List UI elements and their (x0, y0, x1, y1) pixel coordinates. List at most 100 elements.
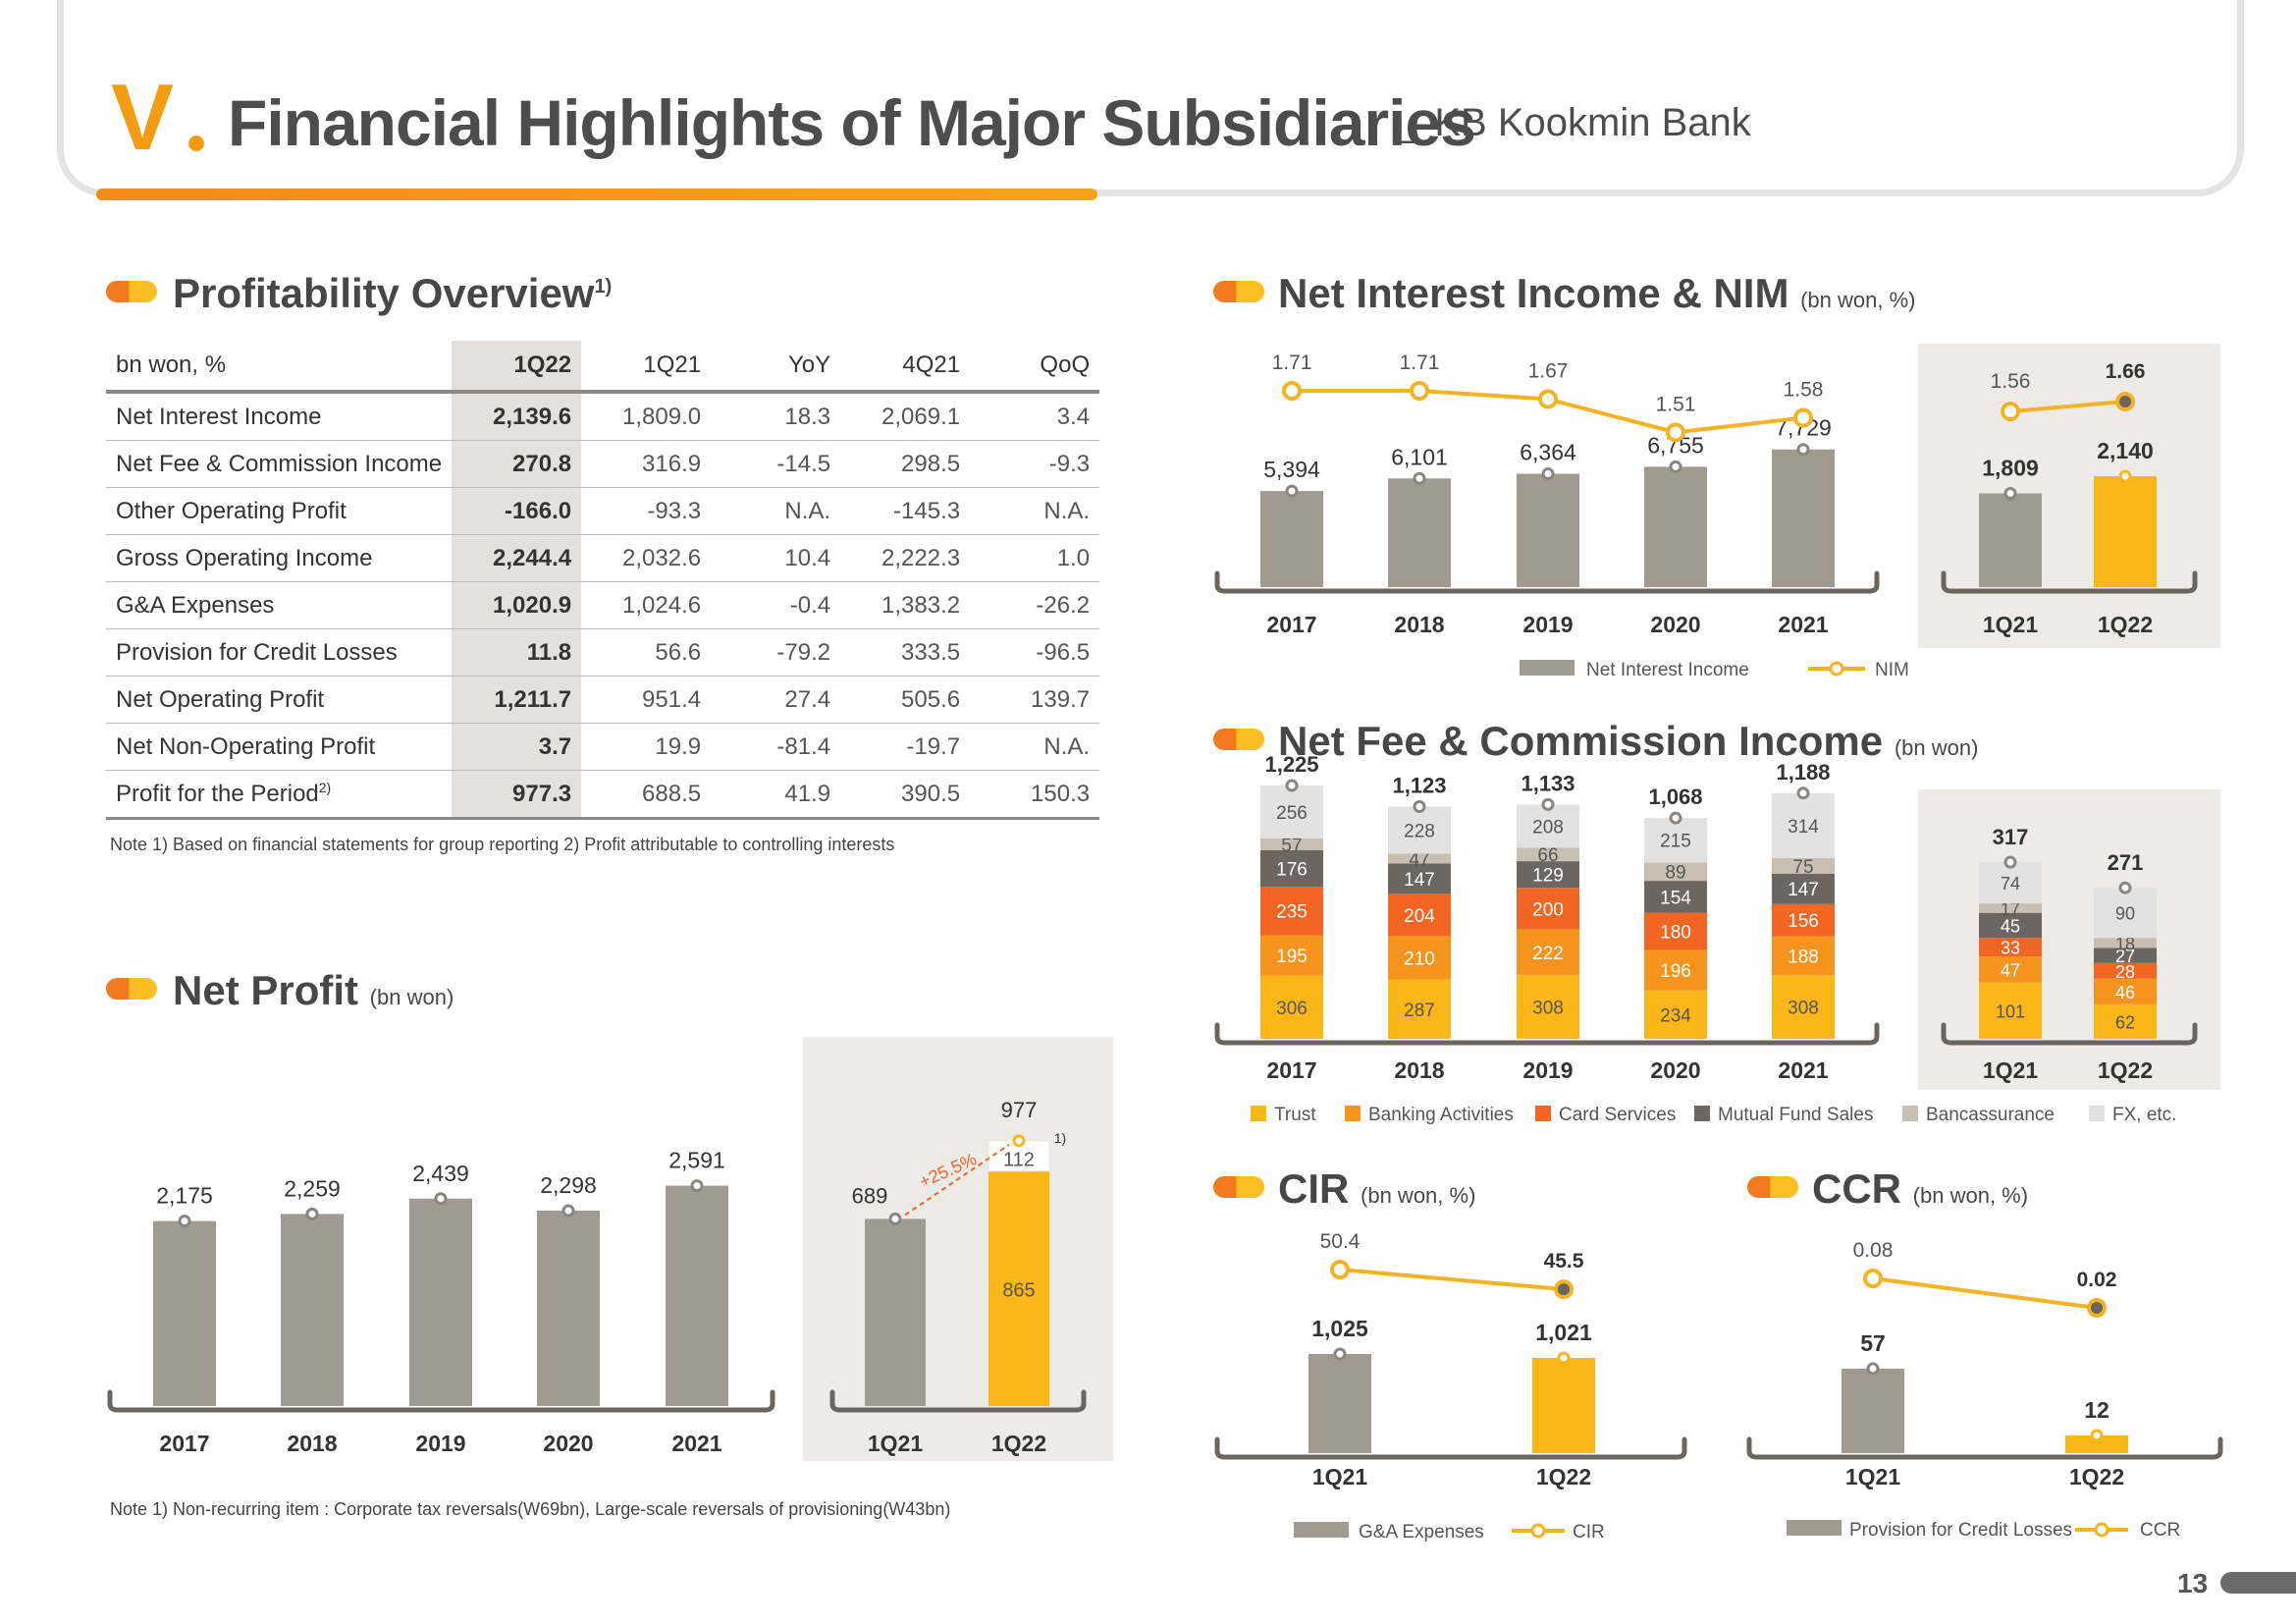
cir-title-text: CIR (1278, 1165, 1350, 1212)
table-header-cell: YoY (711, 341, 841, 394)
line-point (1554, 1279, 1574, 1300)
table-cell: 688.5 (581, 770, 712, 820)
table-cell: -19.7 (840, 723, 971, 771)
tick-label: 2018 (1394, 1057, 1444, 1083)
row-label: G&A Expenses (106, 581, 453, 629)
tick-label: 1Q21 (1983, 1057, 2038, 1083)
legend-swatch (1694, 1106, 1710, 1121)
cir-line (1339, 1268, 1565, 1292)
legend-label: G&A Expenses (1359, 1522, 1484, 1543)
bar-segment (1388, 806, 1451, 854)
line-point (1410, 381, 1429, 401)
tick-label: 1Q22 (2069, 1464, 2124, 1489)
page-number-tab (2220, 1572, 2296, 1594)
segment-label: 314 (1788, 817, 1819, 838)
table-row: G&A Expenses 1,020.9 1,024.6 -0.4 1,383.2 -26… (106, 581, 1100, 629)
nii-quarter-panel (1918, 344, 2220, 648)
table-row: Net Interest Income 2,139.6 1,809.0 18.3 2,0… (106, 392, 1100, 441)
ccr-unit: (bn won, %) (1912, 1183, 2029, 1208)
bar-top-marker (1413, 799, 1426, 813)
table-cell: 316.9 (581, 440, 712, 488)
net-profit-note: Note 1) Non-recurring item : Corporate t… (110, 1499, 951, 1519)
line-label: 0.08 (1853, 1239, 1894, 1262)
table-cell: 3.7 (452, 723, 582, 771)
bar-top-marker (2003, 486, 2017, 500)
segment-label: 147 (1788, 880, 1819, 900)
net-profit-title: Net Profit (bn won) (173, 970, 454, 1011)
net-profit-unit: (bn won) (369, 985, 454, 1009)
bar-top-marker (1285, 779, 1299, 792)
section-marker-icon (1747, 1176, 1798, 1198)
bar-segment (1979, 912, 2042, 939)
segment-label: 45 (2001, 917, 2020, 937)
x-axis-baseline (1941, 570, 2198, 594)
cir-unit: (bn won, %) (1361, 1183, 1476, 1208)
legend-label: Provision for Credit Losses (1849, 1520, 2072, 1541)
bar (2065, 1435, 2128, 1453)
table-row: Profit for the Period2) 977.3 688.5 41.9 390… (106, 770, 1100, 820)
data-label: 2,140 (2097, 438, 2154, 463)
tick-label: 2020 (543, 1431, 593, 1456)
bar-segment (2094, 1003, 2157, 1039)
line-label: 1.56 (1991, 370, 2031, 393)
bar-segment (1772, 975, 1835, 1039)
bar-segment (2094, 962, 2157, 979)
segment-label: 57 (1281, 836, 1302, 856)
segment-label: 47 (1409, 849, 1429, 870)
legend-swatch (2089, 1106, 2105, 1121)
segment-label: 204 (1404, 906, 1435, 927)
bar-segment (1979, 938, 2042, 957)
bar-top-marker (1541, 797, 1555, 811)
tick-label: 1Q22 (2098, 612, 2153, 637)
segment-label: 215 (1660, 832, 1691, 852)
x-axis-baseline (1214, 570, 1880, 594)
data-label: 689 (852, 1183, 888, 1208)
data-label: 1,225 (1264, 752, 1318, 777)
table-cell: 2,244.4 (452, 534, 582, 582)
segment-label: 222 (1532, 944, 1564, 964)
line-label: 45.5 (1544, 1250, 1584, 1272)
table-cell: -166.0 (452, 487, 582, 535)
table-cell: 1,024.6 (581, 581, 712, 629)
data-label: 2,175 (156, 1183, 213, 1209)
table-cell: 1,020.9 (452, 581, 582, 629)
net-profit-quarter-panel (803, 1037, 1113, 1461)
table-cell: 270.8 (452, 440, 582, 488)
profitability-note: Note 1) Based on financial statements fo… (110, 835, 895, 854)
x-axis-baseline (1214, 1022, 1880, 1046)
legend-label: FX, etc. (2112, 1105, 2176, 1125)
table-row: Gross Operating Income 2,244.4 2,032.6 10.4… (106, 534, 1100, 582)
bar (1308, 1354, 1371, 1453)
x-axis-baseline (1746, 1436, 2223, 1460)
tick-label: 1Q21 (1983, 612, 2038, 637)
data-label: 1,123 (1392, 773, 1446, 797)
segment-label: 74 (2001, 874, 2020, 893)
legend-label: CIR (1573, 1522, 1605, 1543)
segment-label: 228 (1404, 822, 1435, 842)
row-label: Gross Operating Income (106, 534, 453, 582)
table-cell: 18.3 (711, 392, 841, 441)
segment-label: 129 (1532, 866, 1564, 887)
segment-label: 180 (1660, 922, 1691, 943)
line-label: 0.02 (2077, 1269, 2117, 1291)
table-cell: 11.8 (452, 628, 582, 677)
bar (1388, 478, 1451, 587)
legend-swatch (1251, 1106, 1266, 1121)
bar (1842, 1368, 1904, 1453)
table-row: Other Operating Profit -166.0 -93.3 N.A. -14… (106, 487, 1100, 535)
legend-swatch (1535, 1106, 1551, 1121)
bar-segment (2094, 947, 2157, 963)
tick-label: 1Q21 (1312, 1464, 1367, 1489)
bar (153, 1220, 216, 1406)
tick-label: 2018 (287, 1431, 337, 1456)
bar-segment (1260, 886, 1323, 936)
profitability-title-sup: 1) (594, 276, 613, 298)
tick-label: 2019 (1522, 612, 1573, 637)
table-cell: 505.6 (840, 676, 971, 724)
bar-segment (1644, 949, 1707, 991)
bar-segment (1772, 873, 1835, 904)
segment-label: 308 (1788, 999, 1819, 1019)
data-label: 317 (1993, 825, 2029, 849)
bar (1532, 1358, 1595, 1453)
bar-segment (1260, 849, 1323, 887)
